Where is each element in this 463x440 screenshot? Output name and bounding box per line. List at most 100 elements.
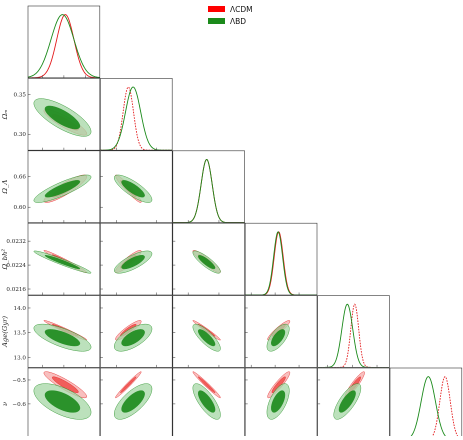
marginal-curve--cdm-1 bbox=[100, 86, 173, 151]
panel-content-5-4 bbox=[333, 371, 365, 420]
marginal-curve--bd-1 bbox=[100, 86, 173, 151]
panel-frame-4-2 bbox=[172, 295, 245, 368]
panel-content-5-0 bbox=[33, 371, 92, 420]
panel-frame-4-4 bbox=[317, 295, 390, 368]
panel-content-0-0 bbox=[28, 14, 100, 78]
panel-0-0 bbox=[27, 5, 101, 79]
y-tick-label---0: 0.60 bbox=[14, 205, 27, 211]
panel-content-3-2 bbox=[192, 250, 221, 274]
marginal-curve--bd-0 bbox=[28, 14, 100, 78]
y-tick-label--bh--1: 0.0224 bbox=[6, 263, 26, 269]
panel-content-1-0 bbox=[33, 98, 92, 137]
panel-content-3-3 bbox=[245, 231, 317, 295]
panel-5-0: 67.569.070.5−0.6−0.5 bbox=[12, 367, 101, 440]
contour--bd-1sigma-5-4 bbox=[338, 390, 356, 413]
contour--bd-1sigma-3-0 bbox=[44, 255, 81, 270]
panel-content-5-5 bbox=[390, 376, 462, 440]
panel-content-1-1 bbox=[100, 86, 173, 151]
panel-3-0: 0.0216 0.0224 0.0232 bbox=[6, 222, 101, 296]
contour--bd-1sigma-3-1 bbox=[121, 255, 145, 270]
legend-swatch-lcdm bbox=[208, 6, 225, 12]
panel-content-2-2 bbox=[172, 159, 245, 223]
panel-frame-0-0 bbox=[27, 5, 101, 79]
legend-label-lbd: ΛBD bbox=[230, 16, 247, 26]
marginal-curve--cdm-0 bbox=[28, 14, 100, 78]
panel-3-3 bbox=[244, 222, 318, 296]
panel-3-1 bbox=[100, 222, 173, 296]
y-axis-label--: Ω_Λ bbox=[1, 180, 9, 195]
panel-1-0: 0.30 0.35 bbox=[14, 78, 101, 151]
legend-entry-lbd: ΛBD bbox=[208, 15, 274, 27]
contour--bd-1sigma-2-1 bbox=[121, 180, 145, 198]
contour--bd-1sigma-2-0 bbox=[44, 180, 81, 198]
contour--bd-1sigma-3-2 bbox=[198, 255, 216, 270]
panel-content-5-3 bbox=[266, 371, 291, 420]
panel-content-4-2 bbox=[192, 320, 221, 352]
y-tick-label---0: −0.6 bbox=[12, 402, 26, 408]
panel-frame-4-3 bbox=[244, 295, 318, 368]
panel-content-2-1 bbox=[114, 174, 153, 203]
panel-frame-3-2 bbox=[172, 222, 245, 296]
y-tick-label---1: −0.5 bbox=[12, 378, 26, 384]
contour--bd-1sigma-5-3 bbox=[271, 390, 286, 413]
panel-frame-1-1 bbox=[100, 78, 173, 151]
panel-content-4-3 bbox=[266, 320, 291, 352]
y-axis-label--bh-: Ω_bh² bbox=[1, 249, 9, 271]
y-tick-label-age-gyr--1: 13.5 bbox=[14, 331, 27, 337]
panel-frame-2-1 bbox=[100, 150, 173, 223]
y-tick-label--bh--2: 0.0232 bbox=[6, 239, 26, 245]
panel-3-2 bbox=[172, 222, 245, 296]
panel-content-4-0 bbox=[33, 320, 92, 352]
panel-frame-4-0 bbox=[27, 295, 101, 368]
marginal-curve--bd-2 bbox=[172, 159, 245, 223]
contour--bd-1sigma-5-1 bbox=[121, 390, 145, 413]
panel-4-0: 13.0 13.5 14.0 bbox=[14, 295, 101, 368]
y-axis-label--: Ωₘ bbox=[1, 109, 9, 120]
panel-4-2 bbox=[172, 295, 245, 368]
panel-content-3-0 bbox=[33, 250, 92, 274]
contour--bd-1sigma-4-1 bbox=[121, 329, 145, 347]
panel-frame-2-2 bbox=[172, 150, 245, 223]
contour--bd-1sigma-4-0 bbox=[44, 329, 81, 347]
panel-2-2 bbox=[172, 150, 245, 223]
panel-2-1 bbox=[100, 150, 173, 223]
contour--cdm-1sigma-5-3 bbox=[271, 376, 286, 393]
panel-content-4-4 bbox=[317, 303, 390, 368]
y-axis-label-age-gyr-: Age(Gyr) bbox=[1, 316, 9, 348]
panel-5-5: −0.6−0.5 bbox=[389, 367, 463, 440]
contour--cdm-1sigma-5-1 bbox=[120, 376, 137, 393]
legend: ΛCDM ΛBD bbox=[208, 3, 274, 27]
panel-frame-3-3 bbox=[244, 222, 318, 296]
marginal-curve--cdm-3 bbox=[245, 231, 317, 295]
y-axis-label--: ν bbox=[1, 402, 9, 406]
panel-content-4-1 bbox=[114, 320, 153, 352]
panel-4-4 bbox=[317, 295, 390, 368]
panel-frame-3-1 bbox=[100, 222, 173, 296]
panel-4-1 bbox=[100, 295, 173, 368]
marginal-curve--bd-3 bbox=[245, 231, 317, 295]
legend-label-lcdm: ΛCDM bbox=[230, 4, 253, 14]
y-tick-label-age-gyr--0: 13.0 bbox=[14, 355, 27, 361]
y-tick-label---1: 0.35 bbox=[14, 92, 27, 98]
y-tick-label---0: 0.30 bbox=[14, 132, 27, 138]
contour--bd-1sigma-5-2 bbox=[198, 390, 216, 413]
contour--cdm-1sigma-5-2 bbox=[198, 376, 216, 393]
panel-content-5-2 bbox=[192, 371, 221, 420]
panel-content-2-0 bbox=[33, 174, 92, 203]
legend-swatch-lbd bbox=[208, 18, 225, 24]
marginal-curve--bd-4 bbox=[317, 303, 390, 368]
panel-5-1: 0.300.35 bbox=[100, 367, 173, 440]
panel-frame-4-1 bbox=[100, 295, 173, 368]
panel-frame-1-0 bbox=[27, 78, 101, 151]
y-tick-label-age-gyr--2: 14.0 bbox=[14, 306, 27, 312]
contour--bd-1sigma-4-2 bbox=[198, 329, 216, 347]
marginal-curve--cdm-5 bbox=[390, 376, 462, 440]
contour--bd-1sigma-5-0 bbox=[44, 390, 81, 413]
panel-1-1 bbox=[100, 78, 173, 151]
legend-entry-lcdm: ΛCDM bbox=[208, 3, 274, 15]
panel-4-3 bbox=[244, 295, 318, 368]
panel-content-5-1 bbox=[114, 371, 153, 420]
